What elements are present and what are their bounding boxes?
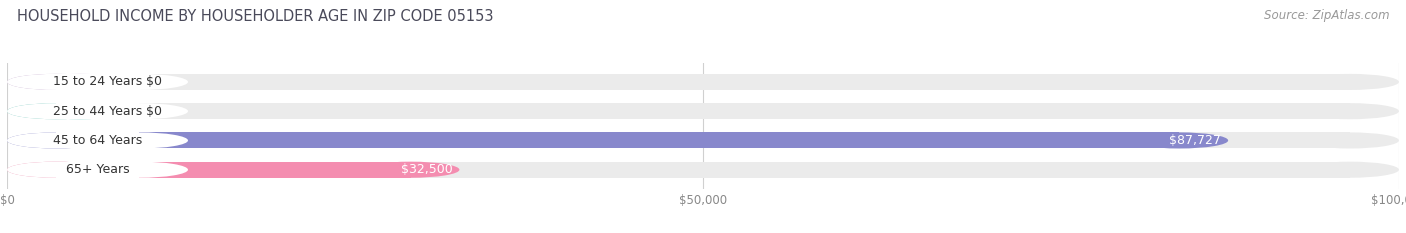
FancyBboxPatch shape [56,74,80,90]
FancyBboxPatch shape [56,162,139,178]
Ellipse shape [90,103,188,119]
Text: 65+ Years: 65+ Years [66,163,129,176]
Ellipse shape [1302,162,1399,178]
Ellipse shape [7,74,104,90]
FancyBboxPatch shape [56,103,139,119]
Ellipse shape [90,74,188,90]
Text: HOUSEHOLD INCOME BY HOUSEHOLDER AGE IN ZIP CODE 05153: HOUSEHOLD INCOME BY HOUSEHOLDER AGE IN Z… [17,9,494,24]
Text: 25 to 44 Years: 25 to 44 Years [53,105,142,118]
Ellipse shape [90,162,188,178]
FancyBboxPatch shape [56,74,139,90]
Ellipse shape [7,103,104,119]
Ellipse shape [1302,132,1399,148]
Text: 15 to 24 Years: 15 to 24 Years [53,75,142,89]
FancyBboxPatch shape [56,132,1180,148]
Ellipse shape [7,74,104,90]
Text: $32,500: $32,500 [401,163,453,176]
Ellipse shape [7,132,104,148]
Text: $87,727: $87,727 [1170,134,1222,147]
Ellipse shape [361,162,460,178]
Ellipse shape [1130,132,1227,148]
Ellipse shape [31,103,129,119]
FancyBboxPatch shape [56,132,139,148]
FancyBboxPatch shape [56,132,1350,148]
Text: $0: $0 [146,105,162,118]
Ellipse shape [7,74,104,90]
Text: $0: $0 [146,75,162,89]
Ellipse shape [7,132,104,148]
Ellipse shape [1302,103,1399,119]
Text: 45 to 64 Years: 45 to 64 Years [53,134,142,147]
FancyBboxPatch shape [56,103,1350,119]
Ellipse shape [7,162,104,178]
Ellipse shape [7,103,104,119]
FancyBboxPatch shape [56,162,1350,178]
Text: Source: ZipAtlas.com: Source: ZipAtlas.com [1264,9,1389,22]
Ellipse shape [31,74,129,90]
Ellipse shape [7,132,104,148]
Ellipse shape [90,132,188,148]
FancyBboxPatch shape [56,74,1350,90]
Ellipse shape [7,162,104,178]
Ellipse shape [7,103,104,119]
Ellipse shape [1302,74,1399,90]
FancyBboxPatch shape [56,103,80,119]
Ellipse shape [7,162,104,178]
FancyBboxPatch shape [56,162,411,178]
